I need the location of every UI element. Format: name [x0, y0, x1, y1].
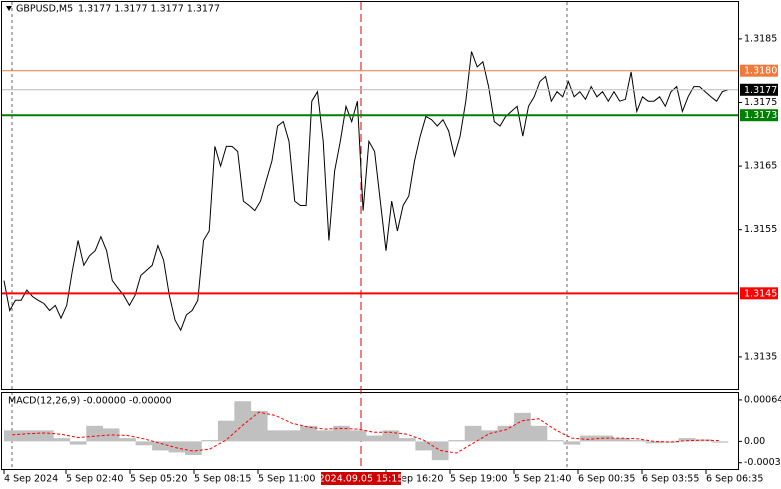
x-tick-label: 6 Sep 06:35 [706, 474, 763, 485]
price-panel-frame [1, 1, 739, 390]
y-tick-label: 0.00 [744, 436, 765, 447]
x-tick-label: 6 Sep 03:55 [642, 474, 699, 485]
macd-bar [382, 430, 400, 442]
macd-bar [53, 438, 71, 442]
x-tick-label: 5 Sep 19:00 [450, 474, 507, 485]
cursor-label-box [321, 472, 401, 485]
macd-bar [283, 430, 301, 442]
macd-bar [415, 441, 433, 451]
x-tick-label: 5 Sep 08:15 [194, 474, 251, 485]
macd-bar [217, 420, 235, 442]
level-label-box [740, 64, 778, 77]
x-tick-label: 6 Sep 00:35 [578, 474, 635, 485]
macd-bar [514, 412, 531, 442]
macd-bar [398, 438, 416, 442]
x-tick-label: 5 Sep 21:40 [514, 474, 571, 485]
macd-bar [596, 435, 614, 442]
macd-bar [579, 435, 597, 442]
macd-bar [4, 430, 21, 442]
macd-bar [464, 425, 482, 442]
macd-bar [69, 441, 87, 445]
signal-line [12, 411, 720, 454]
macd-bar [629, 440, 647, 442]
ohlc-text: 1.3177 1.3177 1.3177 1.3177 [78, 4, 220, 15]
macd-bar [678, 438, 696, 442]
level-label: 1.3177 [744, 85, 777, 96]
y-tick-label: 0.00064 [744, 394, 781, 405]
cursor-label: 2024.09.05 15:15 [319, 474, 404, 485]
y-tick-label: 1.3165 [744, 161, 777, 172]
macd-bar [168, 441, 186, 453]
y-tick-label: 1.3155 [744, 224, 777, 235]
macd-bar [645, 441, 663, 444]
level-label: 1.3145 [744, 288, 777, 299]
macd-bar [612, 438, 630, 442]
macd-bar [563, 441, 581, 445]
x-tick-label: 5 Sep 02:40 [66, 474, 123, 485]
y-tick-label: 1.3135 [744, 351, 777, 362]
y-tick-label: 1.3175 [744, 97, 777, 108]
macd-bar [300, 425, 317, 442]
macd-bar [547, 440, 564, 442]
macd-bar [349, 430, 367, 442]
macd-bar [119, 438, 136, 442]
level-label-box [740, 287, 778, 300]
plot: 1.3185 1.3175 1.3165 1.3155 1.3135 1.3180 1.31… [2, 33, 781, 485]
x-tick-label: 5 Sep 05:20 [130, 474, 187, 485]
macd-bar [20, 430, 38, 442]
macd-bar [86, 425, 104, 442]
macd-bar [366, 435, 383, 442]
x-tick-label: 5 Sep 11:00 [258, 474, 315, 485]
y-tick-label: -0.00033 [744, 457, 781, 468]
macd-title: MACD(12,26,9) -0.00000 -0.00000 [8, 396, 172, 407]
symbol-title: GBPUSD,M5 [16, 4, 73, 15]
symbol-arrow [6, 6, 12, 11]
macd-bar [250, 410, 268, 442]
macd-bar [152, 441, 169, 451]
macd-bar [234, 401, 252, 442]
level-label: 1.3180 [744, 66, 777, 77]
macd-bar [481, 430, 498, 442]
macd-bar [36, 430, 54, 442]
macd-bar [448, 440, 466, 442]
macd-bar [333, 425, 350, 442]
level-label-box [740, 83, 778, 96]
macd-bar [102, 428, 120, 442]
macd-bar [185, 441, 202, 455]
macd-bar [662, 441, 679, 443]
macd-bar [530, 425, 548, 442]
y-tick-label: 1.3185 [744, 33, 777, 44]
macd-bar [267, 430, 285, 442]
x-tick-label: 4 Sep 2024 [4, 474, 58, 485]
x-tick-label: 5 Sep 16:20 [386, 474, 443, 485]
macd-bar [201, 440, 219, 442]
level-label-box [740, 109, 778, 122]
price-line [3, 51, 729, 332]
macd-bar [135, 441, 153, 446]
macd-bar [497, 425, 515, 442]
macd-panel-frame [1, 392, 739, 470]
macd-bar [316, 430, 334, 442]
macd-bar [711, 441, 729, 443]
level-label: 1.3173 [744, 110, 777, 121]
